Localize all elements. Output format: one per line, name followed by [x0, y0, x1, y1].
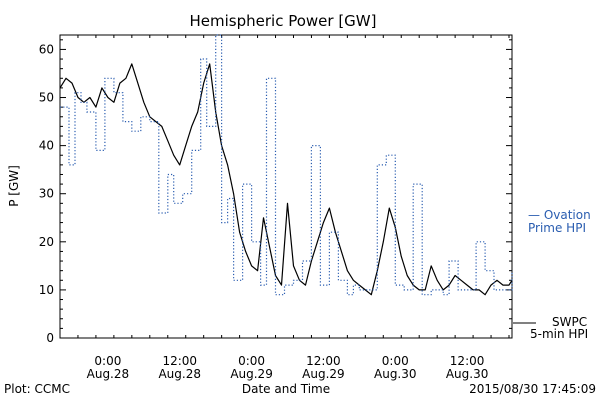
footer-timestamp: 2015/08/30 17:45:09 — [469, 382, 596, 396]
y-tick-label: 60 — [39, 42, 54, 56]
x-tick-label-date: Aug.29 — [302, 367, 345, 381]
x-tick-label-time: 0:00 — [238, 354, 265, 368]
chart-title: Hemispheric Power [GW] — [190, 12, 377, 30]
x-tick-label-date: Aug.28 — [158, 367, 201, 381]
x-tick-label-date: Aug.28 — [87, 367, 130, 381]
x-tick-label-time: 12:00 — [450, 354, 485, 368]
x-axis-label: Date and Time — [242, 382, 330, 396]
legend-ovation-line1: — Ovation — [528, 208, 591, 222]
legend: — Ovation Prime HPI SWPC 5-min HPI — [513, 208, 591, 341]
x-tick-label-time: 0:00 — [382, 354, 409, 368]
y-tick-label: 20 — [39, 235, 54, 249]
x-tick-label-time: 12:00 — [306, 354, 341, 368]
x-tick-label-time: 12:00 — [162, 354, 197, 368]
y-axis-label: P [GW] — [7, 165, 21, 207]
footer-source: Plot: CCMC — [4, 382, 70, 396]
series-line-swpc-5-min-hpi — [59, 63, 513, 296]
series-line-ovation-prime-hpi — [60, 34, 513, 296]
series-layer — [59, 34, 513, 296]
y-tick-label: 0 — [46, 331, 54, 345]
y-tick-label: 40 — [39, 139, 54, 153]
y-axis: 0 10 20 30 40 50 60 — [39, 39, 512, 345]
plot-frame — [59, 34, 513, 339]
y-tick-label: 10 — [39, 283, 54, 297]
legend-ovation-line2: Prime HPI — [528, 221, 586, 235]
y-tick-label: 50 — [39, 91, 54, 105]
x-tick-label-time: 0:00 — [94, 354, 121, 368]
y-tick-label: 30 — [39, 187, 54, 201]
x-axis: 0:00Aug.2812:00Aug.280:00Aug.2912:00Aug.… — [59, 35, 510, 381]
x-tick-label-date: Aug.29 — [230, 367, 273, 381]
legend-swpc-line2: 5-min HPI — [530, 327, 588, 341]
legend-swpc-line1: SWPC — [552, 315, 587, 329]
x-tick-label-date: Aug.30 — [446, 367, 489, 381]
x-tick-label-date: Aug.30 — [374, 367, 417, 381]
